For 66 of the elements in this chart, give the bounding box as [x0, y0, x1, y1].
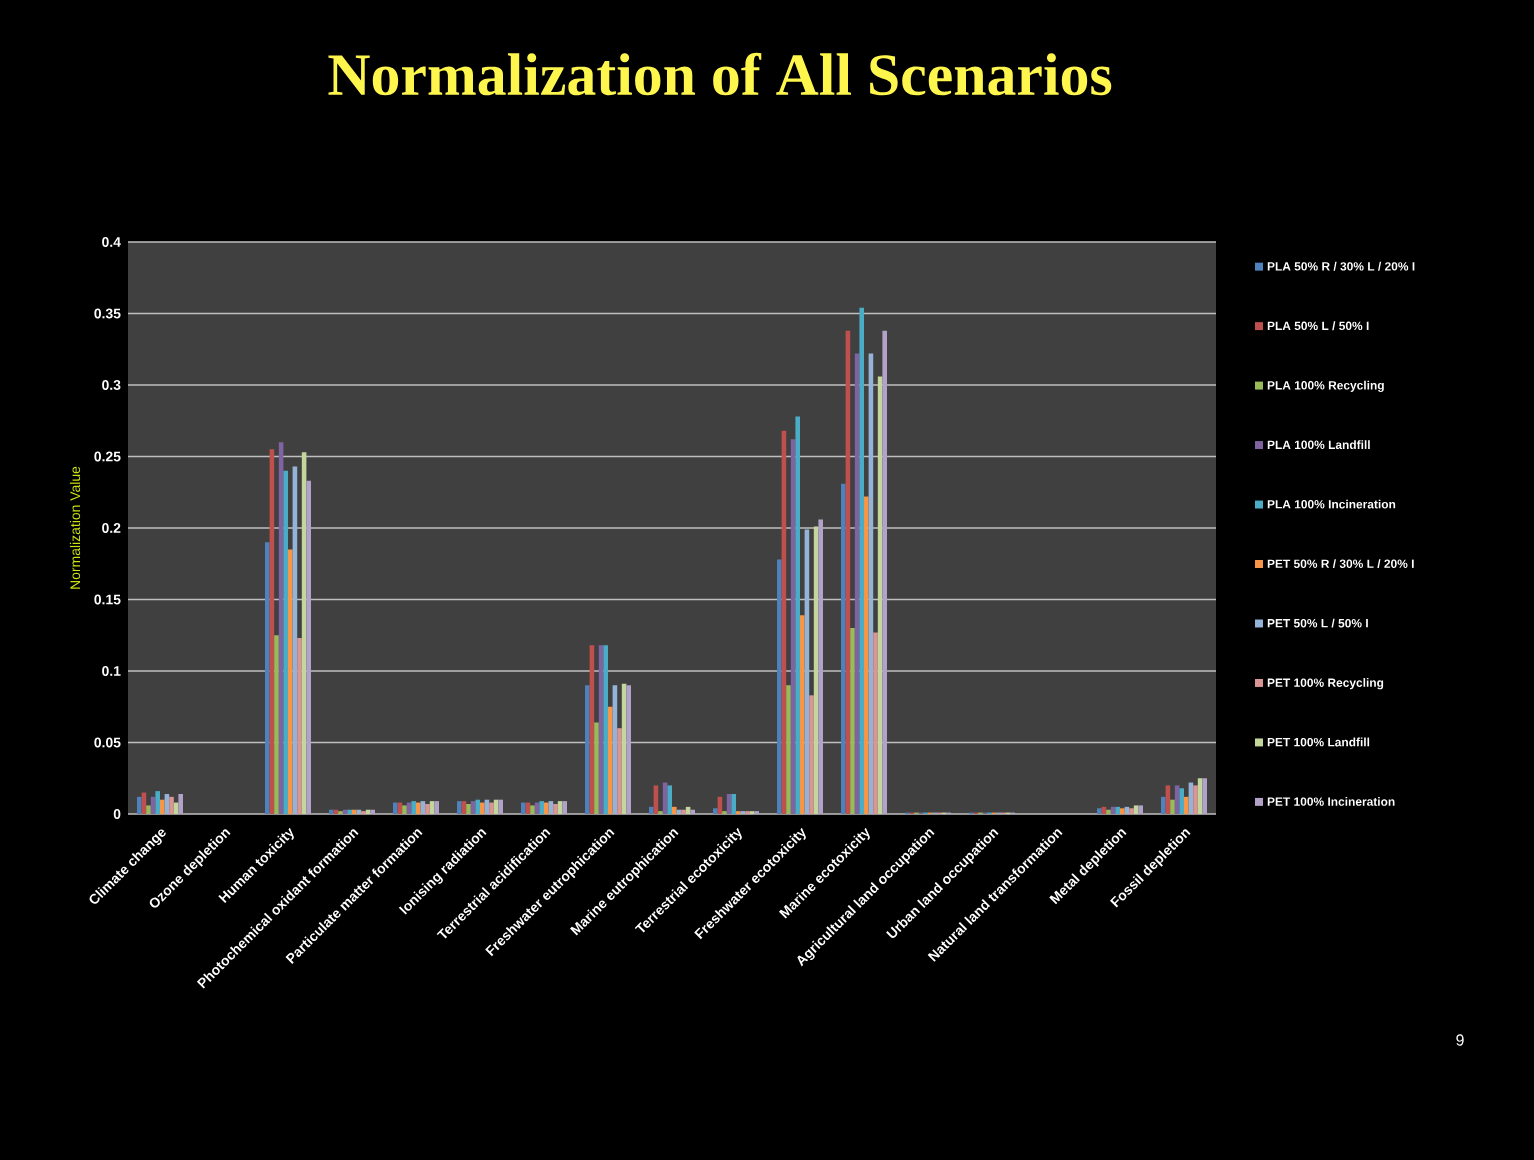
bar [713, 808, 718, 814]
bar [1133, 805, 1139, 814]
bar [297, 638, 302, 814]
bar [146, 805, 151, 814]
bar [169, 796, 174, 814]
bar [160, 799, 165, 814]
bar [672, 806, 677, 814]
bar [416, 802, 421, 814]
bar [809, 695, 814, 814]
bar [585, 685, 590, 814]
bar [434, 801, 439, 814]
bar [274, 635, 279, 814]
bar [466, 803, 471, 814]
bar [864, 496, 869, 814]
bar [288, 549, 293, 814]
bar [521, 802, 526, 814]
bar [882, 330, 888, 814]
bar [480, 802, 485, 814]
bar [425, 803, 430, 814]
bar [818, 519, 824, 814]
bar [1129, 808, 1134, 814]
bar [859, 307, 865, 814]
bar [1161, 796, 1166, 814]
bar [1184, 796, 1189, 814]
bar [539, 801, 545, 814]
bar [617, 728, 622, 814]
bar [626, 685, 632, 814]
bar [603, 645, 609, 814]
bar [667, 785, 673, 814]
bar [155, 791, 160, 814]
bar [649, 806, 654, 814]
bar [1120, 808, 1125, 814]
bar [731, 793, 737, 814]
bar [393, 802, 398, 814]
bar [608, 706, 613, 814]
chart-title: Normalization of All Scenarios [328, 52, 1112, 96]
bar [178, 793, 183, 814]
bar [777, 559, 782, 814]
bar [306, 480, 311, 814]
bar [594, 722, 599, 814]
bar [544, 802, 549, 814]
bar [1170, 799, 1175, 814]
bar [850, 628, 855, 814]
bar [1115, 806, 1121, 814]
bar [1202, 778, 1208, 814]
bar [1138, 805, 1144, 814]
bar [498, 799, 503, 814]
bar [489, 802, 494, 814]
bar [411, 801, 416, 814]
bar [873, 632, 878, 814]
bar [1097, 808, 1102, 814]
bar [283, 470, 288, 814]
bar [553, 803, 558, 814]
bar [1179, 788, 1185, 814]
bar [530, 805, 535, 814]
bar [402, 805, 407, 814]
bar [841, 483, 846, 814]
bar [137, 796, 142, 814]
bar [562, 801, 568, 814]
bar [457, 801, 462, 814]
bar [1193, 785, 1198, 814]
bar [265, 542, 270, 814]
bar [475, 799, 480, 814]
bar [786, 685, 791, 814]
bar [800, 615, 805, 814]
bar [795, 416, 801, 814]
